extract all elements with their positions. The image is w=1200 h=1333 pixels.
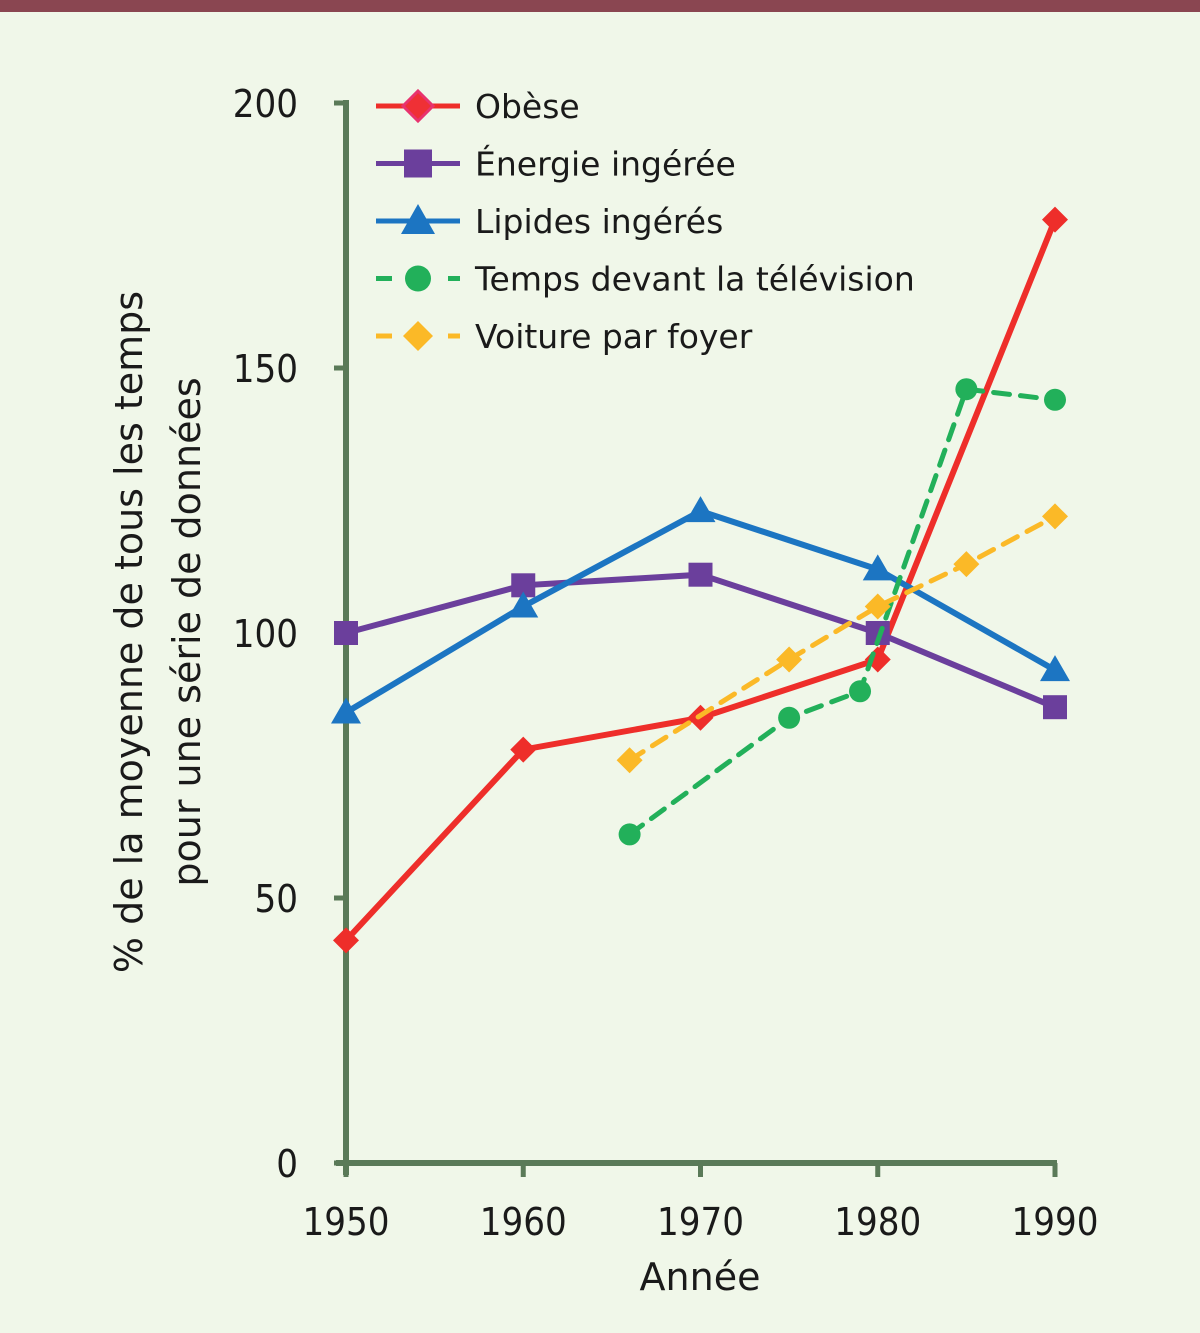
series-temps-devant-la-television-point xyxy=(778,706,801,729)
series-lipides-ingeres-point xyxy=(508,591,539,618)
series-energie-ingeree-point xyxy=(334,621,358,645)
legend-diamond-icon xyxy=(403,321,433,351)
legend-circle-icon xyxy=(405,265,431,292)
y-tick-label: 200 xyxy=(233,82,298,126)
series-temps-devant-la-television-point xyxy=(955,378,978,401)
y-axis-title-line-2: pour une série de données xyxy=(165,377,209,886)
legend-label: Obèse xyxy=(475,87,580,126)
series-energie-ingeree-line xyxy=(345,571,1057,710)
series-lipides-ingeres-line xyxy=(344,507,1057,716)
series-voiture-par-foyer-point xyxy=(616,747,643,774)
series-energie-ingeree-point xyxy=(1043,695,1067,720)
x-axis-title: Année xyxy=(640,1255,761,1299)
series-lipides-ingeres-point xyxy=(685,496,716,523)
y-tick-label: 150 xyxy=(233,347,298,391)
legend-square-icon xyxy=(404,149,432,178)
legend-diamond-icon xyxy=(400,88,436,124)
series-obese-point xyxy=(333,927,359,954)
series-layer xyxy=(331,206,1070,954)
series-obese-point xyxy=(1042,206,1068,233)
legend-item: Énergie ingérée xyxy=(376,144,736,184)
legend-item: Obèse xyxy=(376,87,580,126)
x-tick-label: 1970 xyxy=(657,1200,744,1244)
series-energie-ingeree xyxy=(334,562,1067,720)
series-temps-devant-la-television-point xyxy=(1044,388,1066,411)
series-voiture-par-foyer-point xyxy=(953,551,980,578)
series-energie-ingeree-point xyxy=(688,562,713,587)
legend-item: Temps devant la télévision xyxy=(376,260,915,299)
series-temps-devant-la-television-line xyxy=(627,386,1058,837)
series-obese-point xyxy=(510,736,537,763)
x-tick-label: 1990 xyxy=(1012,1200,1099,1244)
legend: Obèse Énergie ingérée Lipides ingérés Temps… xyxy=(376,87,915,356)
y-axis-title-line-1: % de la moyenne de tous les temps xyxy=(107,291,151,973)
series-lipides-ingeres-point xyxy=(331,697,361,724)
top-header-bar xyxy=(0,0,1200,12)
series-temps-devant-la-television-point xyxy=(849,680,872,703)
series-voiture-par-foyer-line xyxy=(627,513,1058,763)
legend-label: Voiture par foyer xyxy=(475,317,753,356)
y-tick-label: 100 xyxy=(233,612,298,656)
series-voiture-par-foyer-point xyxy=(1042,503,1068,530)
x-tick-label: 1960 xyxy=(480,1200,567,1244)
series-voiture-par-foyer-point xyxy=(776,646,803,673)
axes: 0 50 100 150 200 1950 1960 1970 1980 1990 xyxy=(233,82,1099,1244)
series-temps-devant-la-television-point xyxy=(618,823,641,846)
series-lipides-ingeres xyxy=(331,496,1070,724)
x-tick-label: 1950 xyxy=(303,1200,390,1244)
legend-triangle-icon xyxy=(401,204,435,234)
series-voiture-par-foyer-point xyxy=(864,593,891,620)
legend-item: Lipides ingérés xyxy=(376,202,723,241)
y-tick-label: 0 xyxy=(276,1142,298,1186)
series-temps-devant-la-television xyxy=(618,378,1066,846)
legend-item: Voiture par foyer xyxy=(376,317,753,356)
series-lipides-ingeres-point xyxy=(1040,655,1070,682)
legend-label: Temps devant la télévision xyxy=(474,260,915,299)
y-tick-label: 50 xyxy=(255,877,299,921)
series-voiture-par-foyer xyxy=(616,503,1068,774)
legend-label: Énergie ingérée xyxy=(475,144,736,184)
series-lipides-ingeres-point xyxy=(862,554,893,581)
x-tick-label: 1980 xyxy=(834,1200,921,1244)
legend-label: Lipides ingérés xyxy=(475,202,723,241)
